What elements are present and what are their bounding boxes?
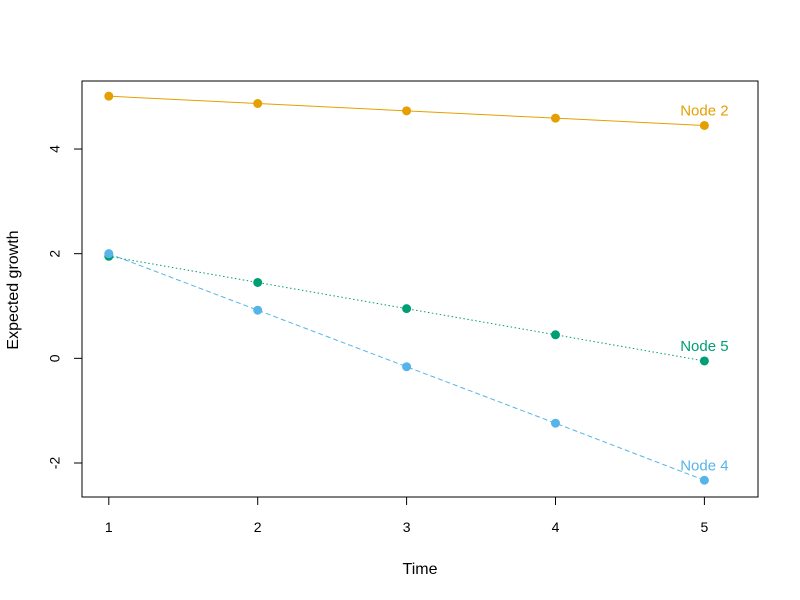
data-point-node-2-1 [104,91,114,101]
series-line-node-5 [108,255,705,362]
x-tick-label-1: 2 [254,519,262,535]
data-point-node-4-5 [699,475,709,485]
data-point-node-5-2 [253,277,263,287]
series-label-node-2: Node 2 [680,102,728,119]
data-point-node-4-1 [104,249,114,259]
x-tick-label-2: 3 [403,519,411,535]
series-line-node-4 [108,253,705,481]
data-point-node-5-4 [550,330,560,340]
y-tick-label-1: 0 [47,354,63,362]
x-tick-label-0: 1 [105,519,113,535]
y-tick-label-0: -2 [47,457,63,470]
y-tick-label-2: 2 [47,250,63,258]
x-axis-label: Time [403,561,438,578]
data-point-node-5-5 [699,356,709,366]
x-tick-label-4: 5 [700,519,708,535]
data-point-node-5-3 [402,304,412,314]
plot-area: 1 2 3 4 5 -2 0 2 4 Node 2 Node 5 Node 4 [47,80,759,535]
x-tick-label-3: 4 [552,519,560,535]
y-tick-label-3: 4 [47,145,63,153]
data-point-node-2-5 [699,120,709,130]
y-axis-label: Expected growth [5,230,22,349]
data-point-node-2-3 [402,106,412,116]
data-point-node-2-2 [253,99,263,109]
data-point-node-4-2 [253,305,263,315]
series-label-node-5: Node 5 [680,338,728,355]
data-point-node-2-4 [550,113,560,123]
data-point-node-4-3 [402,362,412,372]
series-label-node-4: Node 4 [680,457,728,474]
data-point-node-4-4 [550,418,560,428]
